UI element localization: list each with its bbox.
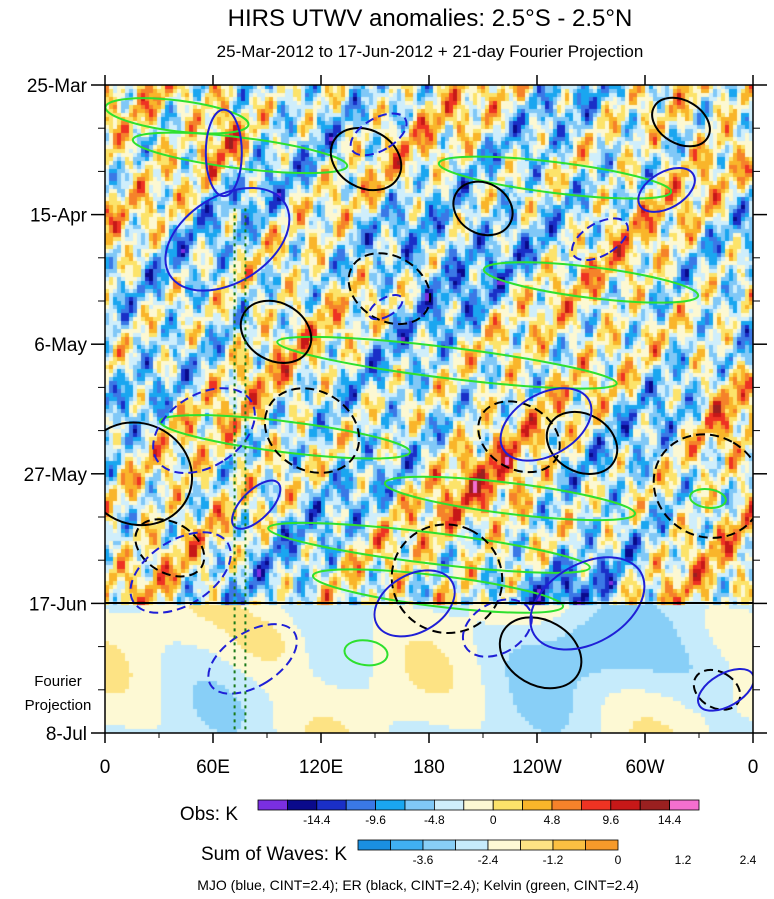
x-tick-label-1: 60E	[196, 757, 230, 778]
waves-colorbar-label: Sum of Waves: K	[201, 844, 347, 865]
er-contour-9	[498, 616, 583, 690]
obs-colorbar-box-14	[669, 799, 700, 811]
waves-colorbar-box-2	[422, 839, 456, 851]
x-tick-label-2: 120E	[299, 757, 343, 778]
obs-colorbar-box-6	[433, 799, 465, 811]
obs-colorbar-box-12	[610, 799, 641, 811]
x-tick-label-0: 0	[100, 757, 111, 778]
y-tick-label-4: 17-Jun	[29, 594, 87, 615]
obs-colorbar-box-0	[257, 799, 288, 811]
mjo-contour-12	[571, 217, 629, 262]
mjo-contour-0	[204, 108, 243, 198]
mjo-contour-8	[373, 569, 456, 638]
waves-colorbar-box-6	[552, 839, 586, 851]
waves-colorbar-tick-0: -3.6	[413, 853, 434, 867]
wave-contours	[105, 96, 753, 712]
chart-title: HIRS UTWV anomalies: 2.5°S - 2.5°N	[228, 5, 633, 32]
mjo-contour-13	[637, 166, 696, 213]
obs-colorbar-tick-2: -4.8	[424, 813, 445, 827]
obs-colorbar-box-8	[492, 799, 524, 811]
obs-colorbar-box-3	[345, 799, 377, 811]
mjo-contour-7	[368, 294, 404, 321]
mjo-contour-2	[152, 387, 256, 475]
waves-colorbar-tick-3: 0	[615, 853, 622, 867]
kelvin-contour-7	[267, 521, 591, 574]
kelvin-contour-5	[158, 414, 412, 460]
er-contour-10	[545, 410, 619, 476]
mjo-contour-3	[129, 531, 232, 614]
er-contour-11	[651, 96, 711, 148]
waves-colorbar-box-7	[585, 839, 619, 851]
er-contour-4	[329, 126, 403, 192]
x-tick-label-4: 120W	[512, 757, 562, 778]
contour-legend-footer: MJO (blue, CINT=2.4); ER (black, CINT=2.…	[197, 877, 639, 893]
er-contour-3	[263, 387, 361, 474]
contour-group	[105, 96, 753, 712]
obs-colorbar-box-7	[463, 799, 494, 811]
projection-label-line1: Fourier	[34, 673, 82, 690]
er-contour-5	[347, 252, 432, 326]
kelvin-contour-9	[343, 639, 389, 667]
mjo-contour-11	[529, 556, 646, 651]
y-tick-label-3: 27-May	[24, 465, 88, 486]
er-contour-7	[452, 180, 514, 237]
obs-colorbar-tick-5: 9.6	[602, 813, 619, 827]
obs-colorbar-box-11	[581, 799, 612, 811]
obs-colorbar-box-5	[404, 799, 435, 811]
x-tick-label-3: 180	[413, 757, 445, 778]
waves-colorbar-box-3	[455, 839, 489, 851]
y-tick-label-5: 8-Jul	[46, 724, 87, 745]
kelvin-contour-2	[437, 155, 673, 200]
obs-colorbar-box-2	[316, 799, 347, 811]
er-contour-2	[239, 299, 313, 364]
obs-colorbar-box-9	[522, 799, 553, 811]
waves-colorbar-box-4	[487, 839, 521, 851]
obs-colorbar-tick-4: 4.8	[544, 813, 561, 827]
anomaly-heatmap	[105, 85, 753, 733]
kelvin-contour-6	[383, 475, 637, 522]
x-tick-label-6: 0	[748, 757, 759, 778]
obs-colorbar-box-4	[375, 799, 406, 811]
colorbars: -14.4 -9.6 -4.8 0 4.8 9.6 14.4 -3.6 -2.4 -1.2 0 1.2…	[257, 799, 757, 867]
chart-subtitle: 25-Mar-2012 to 17-Jun-2012 + 21-day Four…	[217, 42, 644, 61]
y-tick-label-0: 25-Mar	[27, 76, 88, 97]
kelvin-contour-3	[482, 261, 700, 304]
waves-colorbar-tick-1: -2.4	[478, 853, 499, 867]
kelvin-contour-4	[276, 335, 618, 390]
waves-colorbar-tick-5: 2.4	[740, 853, 757, 867]
er-contour-1	[134, 518, 206, 578]
y-tick-label-2: 6-May	[34, 335, 87, 356]
obs-colorbar-tick-0: -14.4	[303, 813, 331, 827]
axes: 0 60E 120E 180 120W 60W 0 25-Mar 15-Apr 6-May 27-M…	[24, 75, 767, 778]
obs-colorbar-label: Obs: K	[180, 804, 238, 825]
anomaly-heatmap-image	[105, 85, 753, 733]
obs-colorbar-box-13	[639, 799, 671, 811]
obs-colorbar-box-1	[286, 799, 318, 811]
mjo-contour-9	[461, 598, 533, 658]
obs-colorbar-tick-3: 0	[490, 813, 497, 827]
kelvin-contour-8	[311, 568, 565, 614]
waves-colorbar-tick-2: -1.2	[543, 853, 564, 867]
obs-colorbar-tick-1: -9.6	[365, 813, 386, 827]
projection-label-line2: Projection	[25, 697, 92, 714]
mjo-contour-4	[207, 623, 298, 695]
waves-colorbar-box-5	[520, 839, 554, 851]
waves-colorbar-tick-4: 1.2	[675, 853, 692, 867]
obs-colorbar-box-10	[551, 799, 582, 811]
kelvin-contour-10	[689, 488, 727, 509]
waves-colorbar-box-0	[357, 839, 391, 851]
mjo-contour-10	[499, 387, 593, 462]
obs-colorbar-tick-6: 14.4	[658, 813, 682, 827]
waves-colorbar-box-1	[390, 839, 424, 851]
x-tick-label-5: 60W	[625, 757, 664, 778]
mjo-contour-5	[231, 479, 282, 530]
mjo-contour-1	[164, 186, 291, 292]
kelvin-contour-1	[131, 131, 349, 175]
y-tick-label-1: 15-Apr	[30, 206, 88, 227]
